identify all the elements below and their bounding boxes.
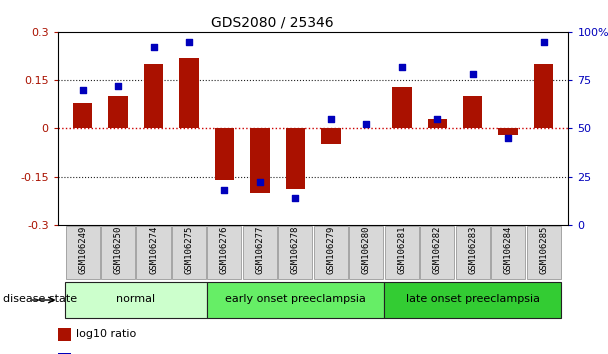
Bar <box>108 96 128 128</box>
Point <box>468 72 477 77</box>
Bar <box>215 128 234 180</box>
Point <box>148 45 158 50</box>
FancyBboxPatch shape <box>349 226 384 279</box>
FancyBboxPatch shape <box>207 282 384 318</box>
FancyBboxPatch shape <box>314 226 348 279</box>
FancyBboxPatch shape <box>278 226 313 279</box>
FancyBboxPatch shape <box>66 226 100 279</box>
Text: GSM106276: GSM106276 <box>220 226 229 274</box>
Bar <box>321 128 340 144</box>
Text: GSM106277: GSM106277 <box>255 226 264 274</box>
Text: disease state: disease state <box>3 294 77 304</box>
FancyBboxPatch shape <box>384 282 561 318</box>
Point <box>78 87 88 92</box>
Point <box>291 195 300 201</box>
Bar <box>58 328 71 341</box>
Bar <box>427 119 447 128</box>
Text: GSM106250: GSM106250 <box>114 226 123 274</box>
Text: normal: normal <box>116 294 156 304</box>
Text: GSM106274: GSM106274 <box>149 226 158 274</box>
Text: GSM106280: GSM106280 <box>362 226 371 274</box>
FancyBboxPatch shape <box>385 226 419 279</box>
Bar <box>534 64 553 128</box>
Point <box>503 135 513 141</box>
Point <box>184 39 194 44</box>
Point <box>397 64 407 69</box>
Point <box>361 122 371 127</box>
Text: GSM106249: GSM106249 <box>78 226 87 274</box>
Bar <box>392 86 412 128</box>
Text: GSM106284: GSM106284 <box>503 226 513 274</box>
Text: log10 ratio: log10 ratio <box>75 330 136 339</box>
Point <box>432 116 442 121</box>
FancyBboxPatch shape <box>136 226 170 279</box>
Text: GSM106281: GSM106281 <box>397 226 406 274</box>
Text: GSM106279: GSM106279 <box>326 226 336 274</box>
Bar <box>73 103 92 128</box>
FancyBboxPatch shape <box>207 226 241 279</box>
Point <box>255 179 265 185</box>
Text: GSM106282: GSM106282 <box>433 226 442 274</box>
FancyBboxPatch shape <box>101 226 135 279</box>
Title: GDS2080 / 25346: GDS2080 / 25346 <box>211 15 334 29</box>
Bar <box>286 128 305 189</box>
Point <box>326 116 336 121</box>
Bar <box>463 96 483 128</box>
Point <box>113 83 123 89</box>
Text: early onset preeclampsia: early onset preeclampsia <box>225 294 366 304</box>
FancyBboxPatch shape <box>527 226 561 279</box>
Bar <box>58 353 71 354</box>
Text: GSM106275: GSM106275 <box>184 226 193 274</box>
Text: late onset preeclampsia: late onset preeclampsia <box>406 294 540 304</box>
FancyBboxPatch shape <box>65 282 207 318</box>
FancyBboxPatch shape <box>456 226 490 279</box>
Bar <box>179 58 199 128</box>
FancyBboxPatch shape <box>491 226 525 279</box>
Text: GSM106285: GSM106285 <box>539 226 548 274</box>
Bar <box>143 64 164 128</box>
FancyBboxPatch shape <box>172 226 206 279</box>
Point <box>219 187 229 193</box>
Text: GSM106278: GSM106278 <box>291 226 300 274</box>
Bar <box>499 128 518 135</box>
FancyBboxPatch shape <box>243 226 277 279</box>
Text: GSM106283: GSM106283 <box>468 226 477 274</box>
Point <box>539 39 548 44</box>
Bar <box>250 128 270 193</box>
FancyBboxPatch shape <box>420 226 454 279</box>
